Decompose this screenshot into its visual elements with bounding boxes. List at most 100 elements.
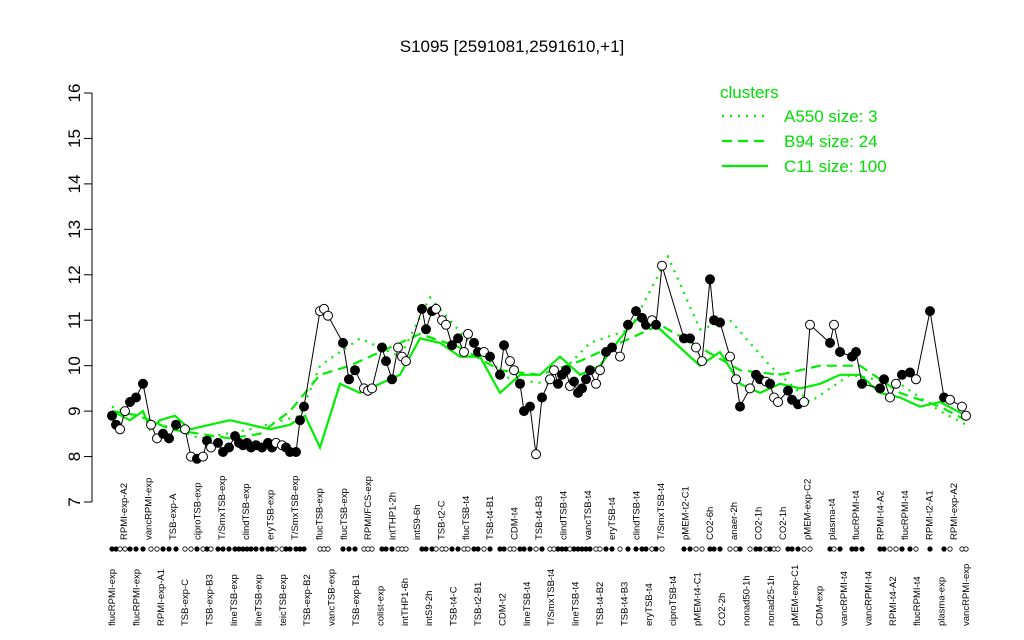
data-point bbox=[651, 319, 661, 330]
rug-mark bbox=[389, 546, 395, 552]
x-tick-label: pMEM-t4-C1 bbox=[693, 572, 704, 626]
data-point bbox=[745, 383, 755, 394]
x-tick-label: teicTSB-exp bbox=[278, 574, 289, 626]
x-tick-label: CDM-exp bbox=[815, 586, 826, 626]
rug-mark bbox=[521, 546, 527, 552]
data-point bbox=[138, 378, 148, 389]
data-point bbox=[615, 351, 625, 362]
rug-mark bbox=[259, 546, 265, 552]
data-point bbox=[198, 451, 208, 462]
x-tick-label: TSB-t4-B3 bbox=[619, 582, 630, 626]
data-point bbox=[561, 365, 571, 376]
data-point bbox=[441, 319, 451, 330]
data-point bbox=[107, 410, 117, 421]
rug-mark bbox=[693, 546, 699, 552]
data-point bbox=[725, 351, 735, 362]
data-point bbox=[905, 367, 915, 378]
x-tick-label: TSB-t4-B3 bbox=[534, 496, 545, 540]
data-point bbox=[417, 303, 427, 314]
y-tick-label: 16 bbox=[65, 84, 84, 103]
legend-label: C11 size: 100 bbox=[784, 157, 887, 176]
data-point bbox=[344, 374, 354, 385]
data-point bbox=[879, 374, 889, 385]
rug-mark bbox=[801, 546, 807, 552]
data-point bbox=[685, 333, 695, 344]
data-point bbox=[213, 437, 223, 448]
rug-mark bbox=[340, 546, 346, 552]
data-point bbox=[731, 374, 741, 385]
rug-mark bbox=[501, 546, 507, 552]
rug-mark bbox=[807, 546, 813, 552]
x-tick-label: TSB-t4-B2 bbox=[595, 582, 606, 626]
rug-mark bbox=[539, 546, 545, 552]
rug-mark bbox=[659, 546, 665, 552]
x-tick-label: intTHP1-6h bbox=[400, 578, 411, 626]
data-point bbox=[495, 369, 505, 380]
data-point bbox=[835, 347, 845, 357]
rug-mark bbox=[681, 546, 687, 552]
rug-mark bbox=[617, 546, 623, 552]
rug-mark bbox=[893, 546, 899, 552]
x-axis-labels: flucRPMI-exp RPMI-exp-A2 flucRPMI-exp vancR… bbox=[107, 476, 972, 626]
x-tick-label: plasma-t4 bbox=[827, 498, 838, 540]
data-point bbox=[957, 401, 967, 412]
x-tick-label: RPMI-exp-A2 bbox=[119, 483, 130, 540]
rug-mark bbox=[653, 546, 659, 552]
data-point bbox=[805, 319, 815, 330]
data-point bbox=[485, 351, 495, 362]
data-point bbox=[505, 356, 515, 367]
x-tick-label: TSB-exp-B2 bbox=[302, 574, 313, 626]
rug-mark bbox=[899, 546, 905, 552]
rug-mark bbox=[423, 546, 429, 552]
rug-mark bbox=[881, 546, 887, 552]
rug-mark bbox=[711, 546, 717, 552]
y-tick-label: 9 bbox=[65, 406, 84, 415]
data-point bbox=[631, 306, 641, 317]
x-tick-label: lineTSB-t4 bbox=[571, 582, 582, 626]
data-point bbox=[120, 406, 130, 417]
rug-mark bbox=[795, 546, 801, 552]
rug-mark bbox=[433, 546, 439, 552]
rug-mark bbox=[140, 546, 146, 552]
chart-title: S1095 [2591081,2591610,+1] bbox=[400, 37, 625, 56]
rug-mark bbox=[687, 546, 693, 552]
rug-mark bbox=[609, 546, 615, 552]
data-point bbox=[338, 337, 348, 348]
rug-mark bbox=[133, 546, 139, 552]
data-point bbox=[401, 356, 411, 367]
x-tick-label: vancTSB-t4 bbox=[583, 490, 594, 540]
data-point bbox=[783, 385, 793, 396]
x-tick-label: ciproTSB-t4 bbox=[668, 576, 679, 626]
y-tick-label: 10 bbox=[65, 356, 84, 375]
x-tick-label: vancRPMI-t4 bbox=[839, 571, 850, 626]
rug-mark bbox=[831, 546, 837, 552]
rug-mark bbox=[487, 546, 493, 552]
rug-mark bbox=[603, 546, 609, 552]
data-point bbox=[115, 424, 125, 435]
x-tick-label: CDM-t2 bbox=[497, 593, 508, 626]
rug-mark bbox=[220, 546, 226, 552]
rug-mark bbox=[352, 546, 358, 552]
x-tick-label: pMEM-exp-C1 bbox=[790, 565, 801, 626]
data-point bbox=[549, 365, 559, 376]
data-point bbox=[657, 260, 667, 271]
data-point bbox=[891, 378, 901, 389]
x-tick-label: flucTSB-exp bbox=[314, 488, 325, 540]
x-tick-label: RPMI/FCS-exp bbox=[363, 476, 374, 540]
x-tick-label: nonad25-1h bbox=[766, 575, 777, 626]
data-points bbox=[107, 260, 971, 464]
x-tick-label: TSB-t2-B1 bbox=[473, 582, 484, 626]
rug-mark bbox=[465, 546, 471, 552]
rug-mark bbox=[182, 546, 188, 552]
data-point bbox=[885, 392, 895, 403]
sample-line bbox=[111, 265, 967, 460]
rug-mark bbox=[188, 546, 194, 552]
data-point bbox=[851, 347, 861, 357]
rug-mark bbox=[226, 546, 232, 552]
data-point bbox=[875, 383, 885, 394]
data-point bbox=[531, 449, 541, 460]
rug-mark bbox=[173, 546, 179, 552]
rug-mark bbox=[194, 546, 200, 552]
data-point bbox=[697, 356, 707, 367]
y-tick-label: 15 bbox=[65, 129, 84, 148]
